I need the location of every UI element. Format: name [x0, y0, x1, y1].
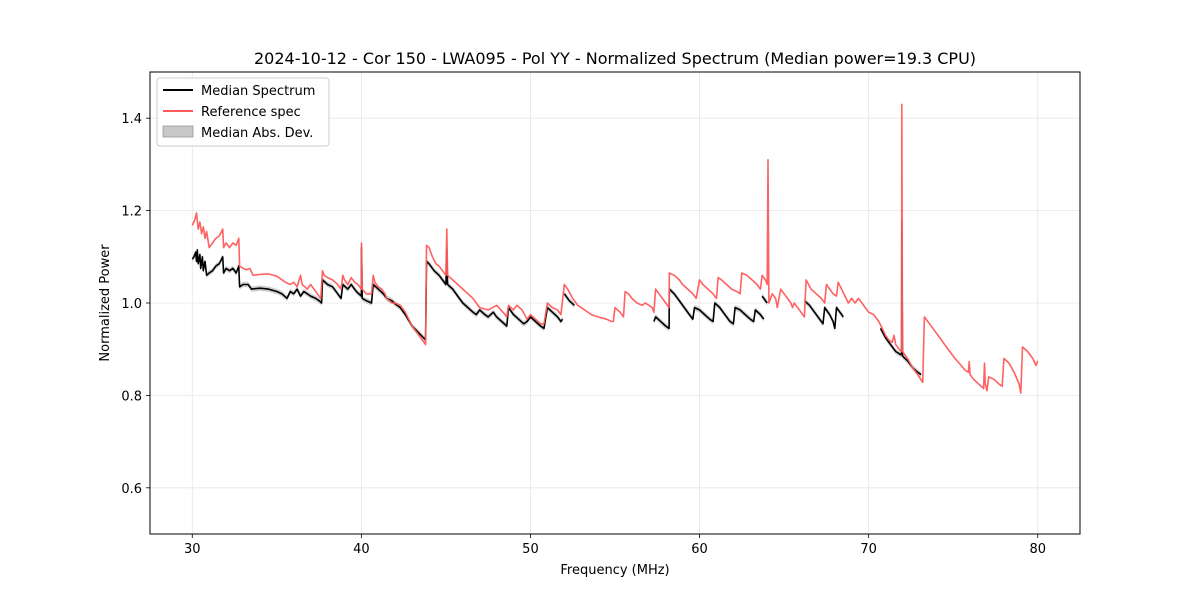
y-axis-label: Normalized Power — [98, 244, 113, 362]
y-tick-label: 1.0 — [121, 297, 142, 312]
x-tick-label: 70 — [860, 542, 877, 557]
reference-spec-line — [191, 103, 1039, 394]
mad-band-segment — [653, 286, 764, 332]
x-tick-label: 60 — [691, 542, 708, 557]
y-tick-label: 0.6 — [121, 482, 142, 497]
legend: Median Spectrum Reference spec Median Ab… — [156, 77, 330, 147]
legend-swatch-median-abs-dev — [162, 125, 194, 138]
median-spectrum-line — [191, 246, 564, 341]
x-tick-label: 80 — [1029, 542, 1046, 557]
legend-label-median-spectrum: Median Spectrum — [201, 84, 315, 99]
series-lines — [191, 103, 1039, 394]
x-axis-ticks: 30 40 50 60 70 80 — [184, 534, 1046, 557]
x-tick-label: 50 — [522, 542, 539, 557]
legend-label-reference-spec: Reference spec — [201, 105, 301, 120]
median-abs-dev-band — [192, 219, 922, 378]
y-axis-ticks: 0.6 0.8 1.0 1.2 1.4 — [121, 112, 150, 497]
chart-title: 2024-10-12 - Cor 150 - LWA095 - Pol YY -… — [254, 49, 976, 68]
y-tick-label: 1.4 — [121, 112, 142, 127]
legend-box — [156, 77, 330, 147]
median-spectrum-line — [761, 295, 768, 304]
y-tick-label: 0.8 — [121, 389, 142, 404]
x-tick-label: 40 — [353, 542, 370, 557]
x-tick-label: 30 — [184, 542, 201, 557]
median-spectrum-line — [563, 293, 575, 306]
median-spectrum-line — [653, 288, 765, 330]
x-axis-label: Frequency (MHz) — [560, 563, 669, 578]
y-tick-label: 1.2 — [121, 205, 142, 220]
mad-band-segment — [192, 244, 563, 343]
median-spectrum-line — [803, 300, 844, 330]
legend-label-median-abs-dev: Median Abs. Dev. — [201, 126, 313, 141]
